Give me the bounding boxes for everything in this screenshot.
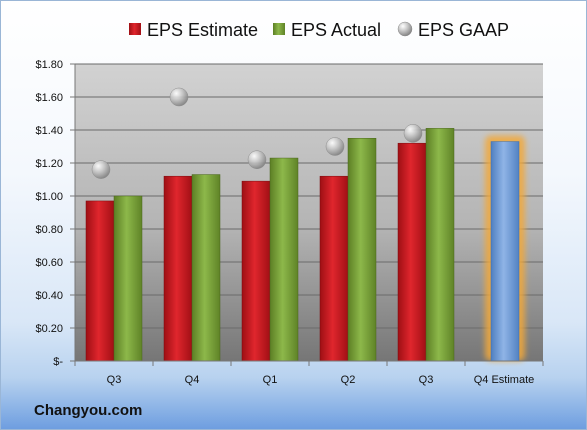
marker-eps-gaap bbox=[247, 150, 267, 169]
bars bbox=[85, 128, 525, 362]
y-tick-label: $- bbox=[53, 356, 63, 368]
x-tick-label: Q3 bbox=[107, 374, 122, 386]
bar-eps-estimate bbox=[163, 175, 193, 362]
y-axis: $- $0.20 $0.40 $0.60 $0.80 $1.00 $1.20 $1.40 $1.… bbox=[35, 59, 76, 368]
bar-eps-estimate bbox=[397, 142, 427, 362]
y-tick-label: $1.00 bbox=[35, 191, 63, 203]
x-tick-label: Q4 Estimate bbox=[474, 374, 535, 386]
y-tick-label: $0.20 bbox=[35, 323, 63, 335]
x-tick-label: Q2 bbox=[341, 374, 356, 386]
bar-eps-estimate bbox=[241, 180, 271, 362]
gaap-markers bbox=[91, 87, 423, 179]
marker-eps-gaap bbox=[403, 124, 423, 143]
y-tick-label: $0.40 bbox=[35, 290, 63, 302]
bar-eps-actual bbox=[113, 195, 143, 362]
x-tick-label: Q3 bbox=[419, 374, 434, 386]
y-tick-label: $1.20 bbox=[35, 158, 63, 170]
legend-swatch-gaap bbox=[397, 21, 413, 37]
marker-eps-gaap bbox=[169, 87, 189, 107]
y-tick-label: $0.80 bbox=[35, 224, 63, 236]
bar-eps-estimate bbox=[85, 200, 115, 362]
bar-eps-estimate-forecast bbox=[490, 141, 520, 362]
bar-eps-actual bbox=[347, 138, 377, 362]
x-tick-label: Q1 bbox=[263, 374, 278, 386]
legend-swatch-estimate bbox=[129, 23, 141, 35]
legend-label-actual: EPS Actual bbox=[291, 20, 381, 40]
legend-swatch-actual bbox=[273, 23, 285, 35]
x-axis: Q3 Q4 Q1 Q2 Q3 Q4 Estimate bbox=[74, 360, 544, 386]
y-tick-label: $1.40 bbox=[35, 125, 63, 137]
plot-area bbox=[75, 64, 543, 361]
bar-eps-estimate bbox=[319, 175, 349, 362]
bar-eps-actual bbox=[425, 128, 455, 362]
legend-label-estimate: EPS Estimate bbox=[147, 20, 258, 40]
bar-eps-actual bbox=[269, 157, 299, 362]
gridlines bbox=[75, 63, 543, 362]
y-tick-label: $1.80 bbox=[35, 59, 63, 71]
x-tick-label: Q4 bbox=[185, 374, 200, 386]
y-tick-label: $0.60 bbox=[35, 257, 63, 269]
marker-eps-gaap bbox=[325, 137, 345, 156]
y-tick-label: $1.60 bbox=[35, 92, 63, 104]
bar-eps-actual bbox=[191, 174, 221, 362]
source-label: Changyou.com bbox=[34, 402, 143, 419]
legend-label-gaap: EPS GAAP bbox=[418, 20, 509, 40]
marker-eps-gaap bbox=[91, 160, 111, 179]
legend: EPS Estimate EPS Actual EPS GAAP bbox=[129, 20, 509, 40]
